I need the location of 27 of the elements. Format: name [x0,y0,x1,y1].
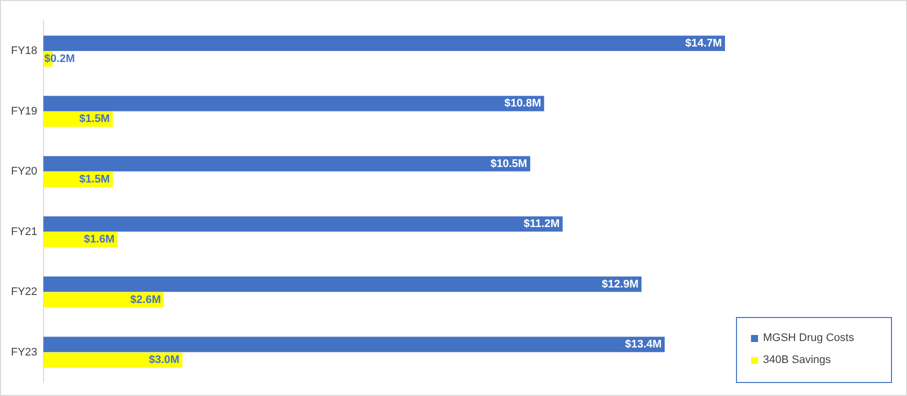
y-tick-label: FY19 [10,105,38,118]
data-label: $1.5M [79,113,110,126]
data-label: $13.4M [624,338,662,350]
bar [43,352,182,368]
y-tick-label: FY20 [10,166,38,178]
data-label: $12.9M [602,278,639,290]
data-label: $1.5M [79,173,110,186]
y-tick-label: FY21 [10,226,38,238]
bar [43,36,725,51]
data-label: $10.5M [490,158,528,170]
y-tick-label: FY22 [10,286,38,298]
bar [43,156,530,172]
data-label: $10.8M [504,98,542,110]
data-label: $2.6M [130,294,161,306]
bar [43,336,665,352]
data-label: $3.0M [148,354,180,366]
y-tick-label: FY18 [10,45,38,58]
data-label: $1.6M [84,234,114,246]
y-tick-label: FY23 [10,346,38,358]
bar [43,292,164,308]
bar [43,216,563,232]
legend-label: 340B Savings [763,354,831,366]
legend-label: MGSH Drug Costs [763,332,854,344]
data-label: $11.2M [524,218,560,230]
bar [43,96,544,112]
bar [43,276,642,292]
data-label: $14.7M [685,37,722,50]
